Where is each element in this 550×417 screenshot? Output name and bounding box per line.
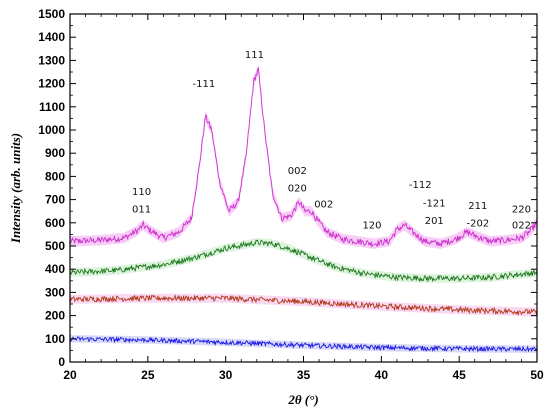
series-line-1 [69,66,538,248]
peak-label: 002 [314,200,333,211]
peak-label: 022 [512,221,531,232]
y-tick-label: 900 [45,146,65,160]
x-tick-label: 35 [297,368,311,382]
y-tick-label: 600 [45,216,65,230]
series-line-2 [69,239,538,283]
peak-label: -111 [193,79,216,90]
y-tick-label: 0 [58,355,65,369]
peak-label: 011 [132,204,151,215]
peak-label: 211 [468,201,487,212]
y-tick-label: 200 [45,309,65,323]
y-tick-label: 1400 [38,30,65,44]
peak-label: 220 [512,204,531,215]
axis-ticks: 20 25 30 35 40 45 5001002003004005006007008009… [38,7,544,382]
peak-label: 201 [425,216,444,227]
x-tick-label: 25 [141,368,155,382]
series-line-4 [69,336,538,353]
peak-annotations: 111 -111 110 011 002 020 002 120 -112 -121 201 211 -… [132,50,531,232]
x-tick-label: 20 [63,368,77,382]
series-band-1 [70,64,537,249]
y-tick-label: 1000 [38,123,65,137]
peak-label: -202 [466,218,489,229]
y-tick-label: 700 [45,193,65,207]
peak-label: 120 [362,221,381,232]
y-axis-label: Intensity (arb. units) [8,133,23,244]
peak-label: 002 [288,166,307,177]
y-tick-label: 1300 [38,53,65,67]
series-band-2 [70,238,537,283]
y-tick-label: 1100 [39,100,65,114]
y-tick-label: 400 [45,262,65,276]
y-tick-label: 300 [45,285,65,299]
y-tick-label: 1200 [38,77,65,91]
peak-label: -112 [409,180,432,191]
series-band-3 [70,293,537,317]
y-tick-label: 500 [45,239,65,253]
peak-label: 111 [245,50,264,61]
y-tick-label: 800 [45,169,65,183]
peak-label: -121 [423,199,446,210]
y-tick-label: 1500 [38,7,65,21]
x-tick-label: 45 [452,368,466,382]
y-tick-label: 100 [45,332,65,346]
peak-label: 020 [288,183,307,194]
x-tick-label: 30 [219,368,233,382]
x-axis-label: 2θ (°) [287,392,318,407]
peak-label: 110 [132,187,151,198]
series-line-3 [69,294,538,317]
x-tick-label: 40 [375,368,389,382]
series-lines [69,66,538,353]
x-tick-label: 50 [530,368,544,382]
series-band-4 [70,335,537,353]
